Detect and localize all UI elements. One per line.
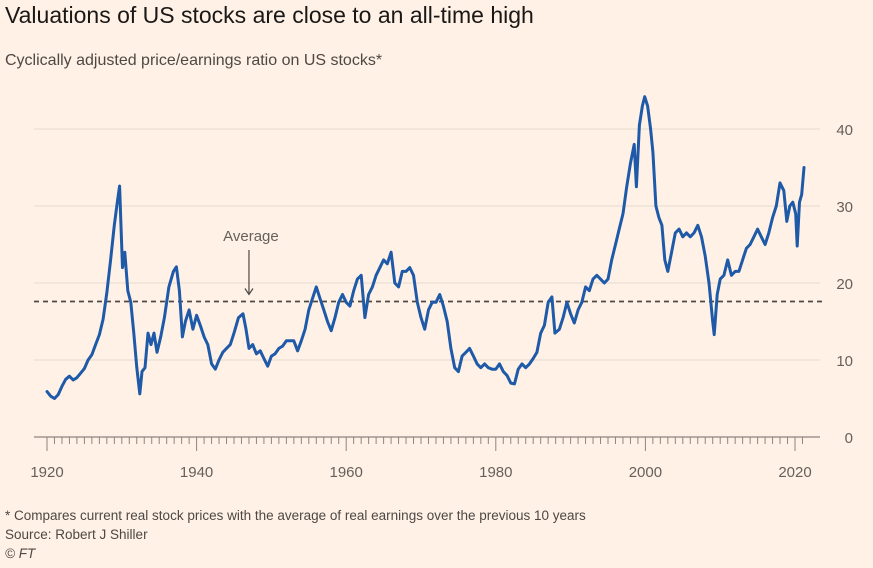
- y-tick-label: 10: [836, 353, 853, 370]
- source: Source: Robert J Shiller: [5, 527, 148, 542]
- gridlines: 0 10 20 30 40: [34, 122, 853, 447]
- x-tick-label: 2000: [629, 464, 662, 481]
- y-tick-label: 40: [836, 122, 853, 139]
- x-tick-label: 1920: [30, 464, 63, 481]
- x-tick-label: 1940: [180, 464, 213, 481]
- x-tick-label: 1960: [330, 464, 363, 481]
- x-tick-label: 1980: [479, 464, 512, 481]
- average-arrowhead: [244, 288, 254, 296]
- x-tick-label: 2020: [778, 464, 811, 481]
- chart-title: Valuations of US stocks are close to an …: [5, 2, 534, 28]
- average-label: Average: [223, 228, 279, 245]
- y-tick-label: 30: [836, 199, 853, 216]
- series-layer: [45, 95, 806, 400]
- copyright: © FT: [5, 546, 36, 561]
- y-tick-label: 20: [836, 276, 853, 293]
- x-axis: 1920 1940 1960 1980 2000 2020: [30, 436, 820, 481]
- series-line-cape: [45, 95, 806, 400]
- chart-subtitle: Cyclically adjusted price/earnings ratio…: [5, 52, 383, 69]
- footnote: * Compares current real stock prices wit…: [5, 508, 586, 523]
- average-annotation: Average: [34, 228, 822, 303]
- y-tick-label: 0: [845, 430, 853, 447]
